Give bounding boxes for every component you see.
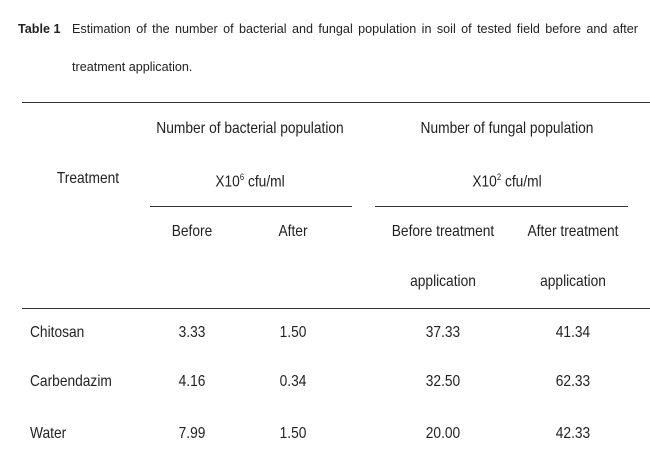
header-cell: Number of fungal population	[420, 120, 594, 137]
unit: cfu/ml	[504, 173, 542, 191]
sub-header: After	[278, 223, 308, 240]
sub-header: application	[410, 273, 476, 290]
cell: 7.99	[178, 425, 206, 442]
unit-label: X106 cfu/ml	[215, 172, 284, 191]
cell: 0.34	[279, 373, 307, 390]
sub-rule	[150, 206, 352, 207]
cell: 62.33	[555, 373, 591, 390]
cell: 20.00	[425, 425, 461, 442]
sub-header: application	[540, 273, 606, 290]
cell: 42.33	[555, 425, 591, 442]
sub-header: Before treatment	[391, 223, 495, 240]
cell: 37.33	[425, 324, 461, 341]
unit-exponent: 6	[239, 172, 245, 182]
cell: 41.34	[555, 324, 591, 341]
cell: 3.33	[178, 324, 206, 341]
header-cell: Treatment	[56, 170, 120, 187]
row-label: Chitosan	[30, 324, 85, 341]
unit-prefix: X10	[472, 173, 497, 191]
cell: 1.50	[279, 425, 307, 442]
cell: 4.16	[178, 373, 206, 390]
unit-exponent: 2	[496, 172, 502, 182]
header-rule	[22, 308, 650, 309]
row-label: Water	[30, 425, 67, 442]
sub-rule	[375, 206, 628, 207]
cell: 1.50	[279, 324, 307, 341]
caption-text: Estimation of the number of bacterial an…	[72, 22, 638, 74]
cell: 32.50	[425, 373, 461, 390]
sub-header: Before	[171, 223, 213, 240]
unit: cfu/ml	[247, 173, 285, 191]
header-cell: Number of bacterial population	[156, 120, 344, 137]
row-label: Carbendazim	[30, 373, 112, 390]
unit-label: X102 cfu/ml	[472, 172, 541, 191]
caption: Table 1 Estimation of the number of bacte…	[18, 10, 638, 86]
unit-prefix: X10	[215, 173, 240, 191]
table-number: Table 1	[18, 22, 61, 36]
top-rule	[22, 102, 650, 103]
sub-header: After treatment	[527, 223, 619, 240]
